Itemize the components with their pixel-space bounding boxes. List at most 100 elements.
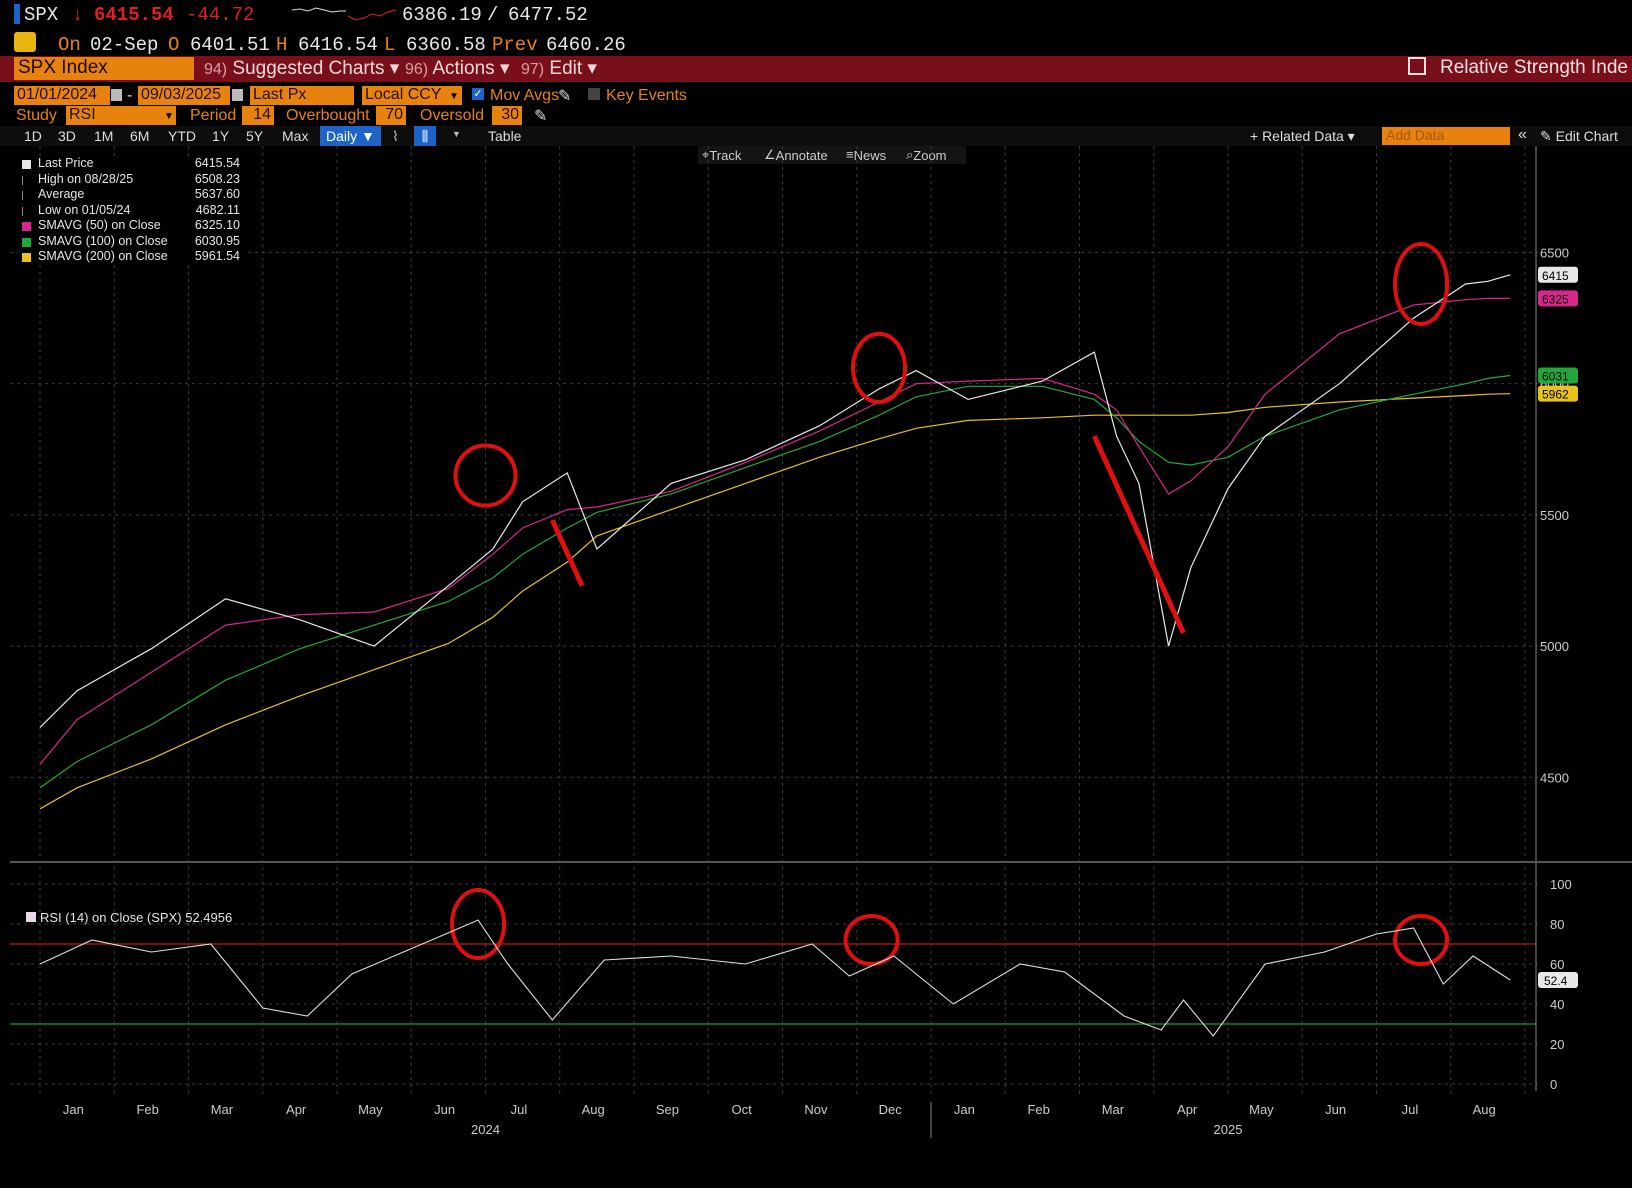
month-label: Feb (136, 1102, 158, 1117)
end-date-field[interactable]: 09/03/2025 (138, 86, 230, 105)
window-title-text: Relative Strength Inde (1439, 57, 1628, 78)
pencil-icon[interactable]: ✎ (558, 88, 572, 105)
menu-actions[interactable]: 96) Actions ▾ (405, 57, 509, 80)
rsi-swatch (26, 912, 36, 922)
rsi-legend-text: RSI (14) on Close (SPX) 52.4956 (40, 910, 233, 925)
edit-chart-button[interactable]: ✎ Edit Chart (1540, 128, 1618, 144)
year-label: 2025 (1214, 1122, 1243, 1137)
chevron-down-icon[interactable]: ▼ (164, 111, 174, 122)
range-low: 6386.19 (402, 4, 482, 26)
track-label: Track (709, 148, 742, 163)
rsi-value-flag-text: 52.4 (1544, 974, 1568, 988)
popout-icon[interactable] (1407, 57, 1426, 75)
low-label: L (384, 34, 396, 56)
tf-6m[interactable]: 6M (130, 128, 150, 144)
tf-1m[interactable]: 1M (94, 128, 114, 144)
decline-marker (1092, 435, 1186, 634)
currency-select[interactable]: Local CCY (362, 86, 462, 105)
tf-3d[interactable]: 3D (58, 128, 76, 144)
tf-ytd[interactable]: YTD (168, 128, 196, 144)
line-chart-icon[interactable]: ⌇ (392, 128, 399, 144)
month-label: Aug (1473, 1102, 1496, 1117)
chevron-down-icon[interactable]: ▼ (452, 129, 461, 139)
period-field[interactable]: 14 (242, 106, 274, 125)
legend-swatch (22, 206, 28, 216)
legend-swatch (22, 175, 28, 185)
track-button[interactable]: ⌖ Track (702, 147, 742, 163)
legend-name: Last Price (38, 156, 94, 170)
calendar-icon[interactable] (111, 89, 122, 101)
rsi-line (39, 919, 1511, 1037)
period-label: Period (190, 107, 237, 124)
legend-row: SMAVG (50) on Close 6325.10 (18, 218, 244, 234)
ticker-marker (14, 4, 20, 24)
frequency-select[interactable]: Daily ▼ (320, 126, 381, 146)
price-tick-label: 5000 (1540, 639, 1569, 654)
value-flag-text: 6325 (1542, 292, 1569, 306)
overbought-label: Overbought (286, 107, 370, 124)
legend-row: Low on 01/05/24 4682.11 (18, 203, 244, 219)
decline-marker (550, 519, 585, 587)
rsi-tick-label: 60 (1550, 957, 1564, 972)
rsi-highlight-circle (450, 888, 507, 960)
value-flag-text: 6415 (1542, 269, 1569, 283)
tf-1d[interactable]: 1D (24, 128, 42, 144)
chart-canvas[interactable]: 6500600055005000450064156325603159621008… (10, 146, 1632, 1186)
mov-avgs-label[interactable]: Mov Avgs (490, 87, 560, 104)
news-button[interactable]: ≡ News (846, 147, 887, 163)
menu-suggested-charts[interactable]: 94) Suggested Charts ▾ (204, 57, 399, 80)
legend-value: 6030.95 (194, 233, 240, 248)
month-label: Mar (211, 1102, 234, 1117)
bar-chart-icon[interactable]: ⫼ (414, 126, 436, 146)
legend-name: Low on 01/05/24 (38, 202, 131, 217)
legend-value: 5961.54 (194, 249, 240, 263)
year-label: 2024 (471, 1122, 500, 1137)
options-row: 01/01/2024 - 09/03/2025 Last Px Local CC… (0, 86, 1632, 106)
zoom-label: Zoom (913, 148, 947, 163)
legend-swatch (22, 191, 28, 200)
oversold-field[interactable]: 30 (492, 106, 522, 125)
key-events-checkbox[interactable] (588, 88, 600, 100)
high-value: 6416.54 (298, 34, 378, 56)
net-change: -44.72 (186, 4, 255, 26)
add-data-field[interactable]: Add Data (1382, 127, 1510, 145)
overbought-field[interactable]: 70 (376, 106, 406, 125)
chevron-down-icon[interactable]: ▼ (449, 91, 459, 102)
speedometer-icon[interactable] (14, 32, 36, 52)
legend-swatch (22, 237, 31, 247)
collapse-button[interactable]: « (1518, 126, 1527, 143)
month-label: Mar (1102, 1102, 1125, 1117)
rsi-highlight-circle (843, 914, 900, 966)
zoom-button[interactable]: ⌕ Zoom (906, 147, 947, 163)
table-button[interactable]: Table (488, 128, 522, 144)
axes: 6500600055005000450064156325603159621008… (10, 146, 1632, 1138)
annotate-button[interactable]: ∠ Annotate (764, 147, 828, 163)
start-date-field[interactable]: 01/01/2024 (14, 86, 110, 105)
on-label: On (58, 34, 81, 56)
price-legend: Last Price 6415.54 High on 08/28/25 6508.23… (18, 156, 244, 265)
tf-1y[interactable]: 1Y (212, 128, 230, 144)
legend-row: Last Price 6415.54 (18, 156, 244, 172)
value-flag (1538, 266, 1578, 283)
menu-edit[interactable]: 97) Edit ▾ (521, 57, 597, 80)
menu-number: 94) (204, 61, 228, 78)
low-value: 6360.58 (406, 34, 486, 56)
related-data-button[interactable]: + Related Data ▾ (1250, 128, 1355, 144)
highlight-circle (453, 443, 518, 508)
mov-avgs-checkbox[interactable]: ✓ (472, 88, 484, 100)
month-label: Apr (1177, 1102, 1198, 1117)
calendar-icon[interactable] (232, 89, 243, 101)
news-label: News (853, 148, 887, 163)
key-events-label[interactable]: Key Events (606, 87, 687, 104)
legend-value: 6325.10 (194, 218, 240, 232)
highlight-circle (851, 331, 908, 404)
menu-bar: SPX Index 94) Suggested Charts ▾ 96) Act… (0, 56, 1632, 82)
pencil-icon[interactable]: ✎ (534, 108, 548, 125)
tf-5y[interactable]: 5Y (246, 128, 264, 144)
tf-max[interactable]: Max (282, 128, 309, 144)
study-select[interactable]: RSI (66, 106, 176, 125)
price-tick-label: 5500 (1540, 508, 1569, 523)
security-field[interactable]: SPX Index (14, 57, 194, 80)
rsi-tick-label: 80 (1550, 917, 1564, 932)
field-select[interactable]: Last Px (250, 86, 354, 105)
